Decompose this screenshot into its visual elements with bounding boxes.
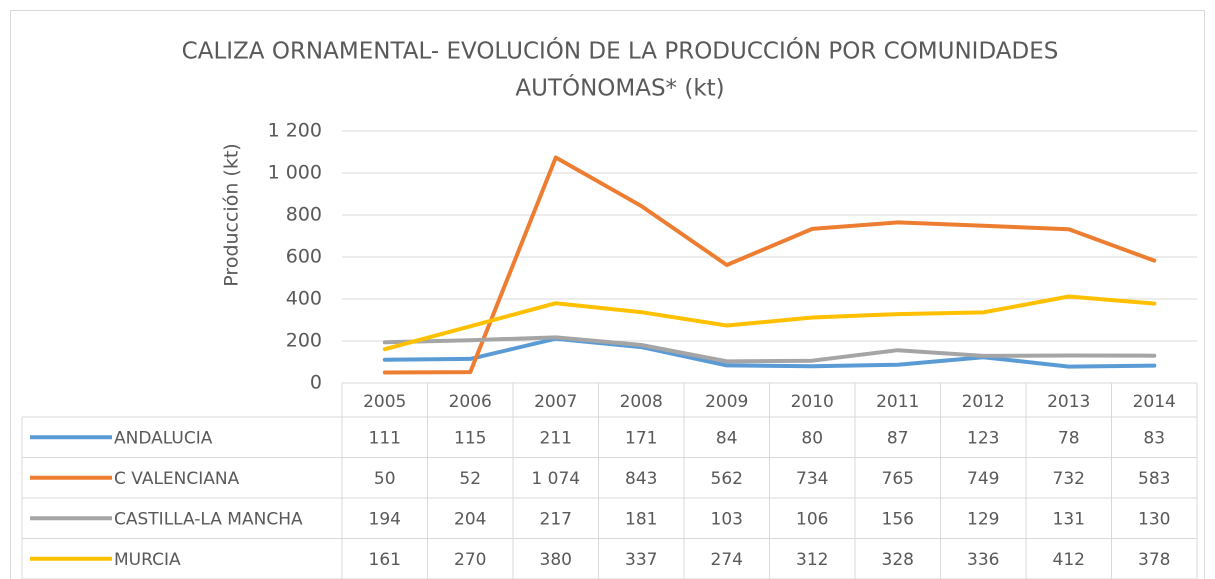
- y-axis-label: Producción (kt): [221, 143, 243, 286]
- table-cell: 378: [1138, 550, 1170, 570]
- x-tick-label: 2013: [1047, 392, 1090, 412]
- chart-border: [10, 10, 1205, 579]
- table-cell: 211: [540, 428, 572, 448]
- table-cell: 274: [711, 550, 743, 570]
- table-cell: 749: [967, 469, 999, 489]
- table-cell: 270: [454, 550, 486, 570]
- table-cell: 380: [540, 550, 572, 570]
- table-cell: 84: [716, 428, 738, 448]
- table-cell: 583: [1138, 469, 1170, 489]
- table-cell: 734: [796, 469, 828, 489]
- x-tick-label: 2012: [962, 392, 1005, 412]
- line-series: [382, 294, 1157, 352]
- x-tick-label: 2009: [705, 392, 748, 412]
- table-cell: 171: [625, 428, 657, 448]
- table-cell: 50: [374, 469, 396, 489]
- x-tick-label: 2008: [620, 392, 663, 412]
- legend-label: CASTILLA-LA MANCHA: [114, 509, 303, 529]
- table-cell: 337: [625, 550, 657, 570]
- table-cell: 131: [1053, 509, 1085, 529]
- x-tick-label: 2011: [876, 392, 919, 412]
- table-cell: 111: [369, 428, 401, 448]
- table-cell: 194: [369, 509, 401, 529]
- table-cell: 103: [711, 509, 743, 529]
- table-cell: 336: [967, 550, 999, 570]
- table-cell: 204: [454, 509, 486, 529]
- table-cell: 83: [1143, 428, 1165, 448]
- y-tick-label: 1 000: [268, 162, 322, 184]
- table-cell: 80: [801, 428, 823, 448]
- table-cell: 129: [967, 509, 999, 529]
- table-cell: 843: [625, 469, 657, 489]
- x-tick-label: 2010: [791, 392, 834, 412]
- chart-title: AUTÓNOMAS* (kt): [515, 74, 724, 102]
- y-tick-label: 800: [286, 204, 322, 226]
- legend-label: ANDALUCIA: [114, 428, 213, 448]
- table-cell: 106: [796, 509, 828, 529]
- table-cell: 412: [1053, 550, 1085, 570]
- table-cell: 78: [1058, 428, 1080, 448]
- table-cell: 115: [454, 428, 486, 448]
- table-cell: 312: [796, 550, 828, 570]
- chart-title: CALIZA ORNAMENTAL- EVOLUCIÓN DE LA PRODU…: [182, 37, 1059, 65]
- y-tick-label: 600: [286, 246, 322, 268]
- table-cell: 1 074: [531, 469, 580, 489]
- legend-label: C VALENCIANA: [114, 469, 240, 489]
- legend-label: MURCIA: [114, 550, 181, 570]
- y-tick-label: 0: [310, 372, 322, 394]
- table-cell: 87: [887, 428, 909, 448]
- table-cell: 765: [882, 469, 914, 489]
- line-series: [382, 336, 1157, 369]
- line-series: [382, 155, 1157, 375]
- table-cell: 156: [882, 509, 914, 529]
- x-tick-label: 2007: [534, 392, 577, 412]
- x-tick-label: 2005: [363, 392, 406, 412]
- y-tick-label: 400: [286, 288, 322, 310]
- table-cell: 130: [1138, 509, 1170, 529]
- table-cell: 217: [540, 509, 572, 529]
- table-cell: 562: [711, 469, 743, 489]
- y-tick-label: 1 200: [268, 120, 322, 142]
- table-cell: 732: [1053, 469, 1085, 489]
- y-tick-label: 200: [286, 330, 322, 352]
- table-cell: 52: [459, 469, 481, 489]
- table-cell: 161: [369, 550, 401, 570]
- x-tick-label: 2014: [1133, 392, 1176, 412]
- table-cell: 181: [625, 509, 657, 529]
- table-cell: 123: [967, 428, 999, 448]
- line-series: [382, 335, 1157, 364]
- table-cell: 328: [882, 550, 914, 570]
- x-tick-label: 2006: [449, 392, 492, 412]
